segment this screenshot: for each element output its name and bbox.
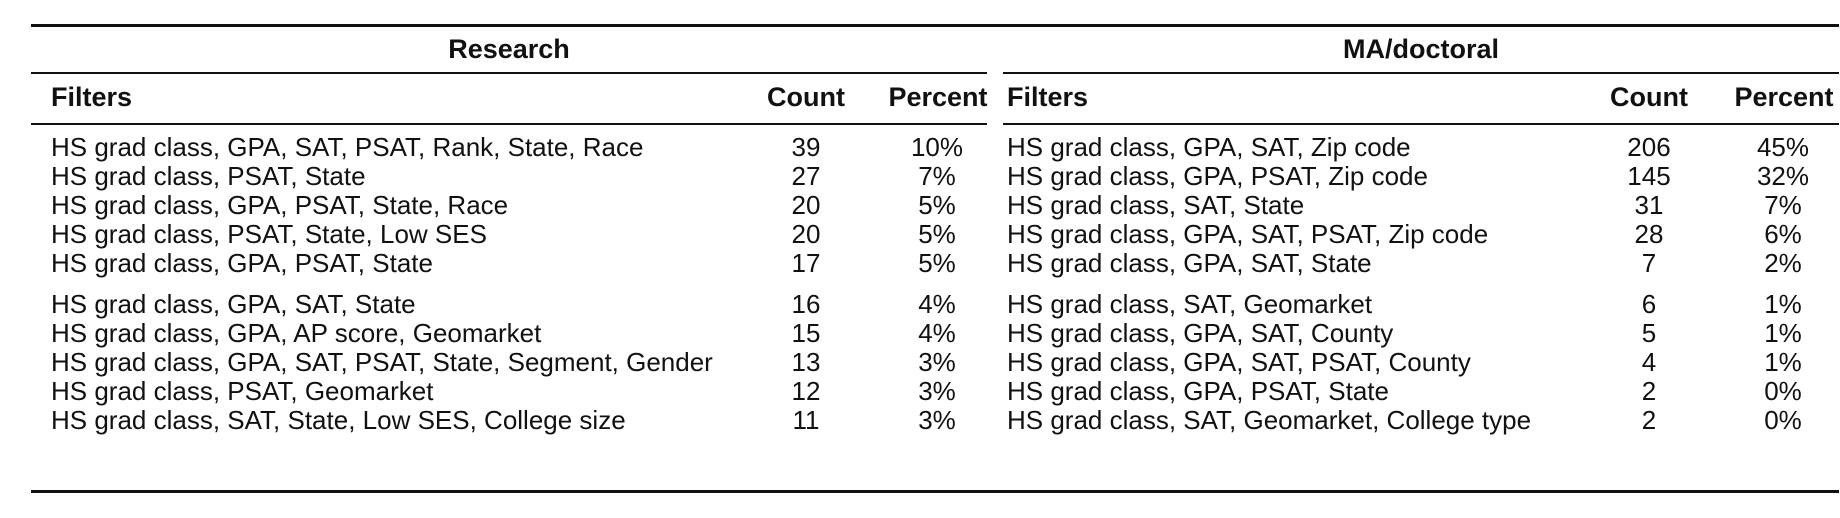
filters-cell: HS grad class, PSAT, State, Low SES (51, 219, 487, 249)
filters-cell: HS grad class, GPA, PSAT, Zip code (1007, 161, 1428, 191)
count-cell: 16 (791, 289, 821, 319)
table-row: HS grad class, SAT, State 31 7% (1003, 188, 1839, 222)
group-header-ma-doctoral: MA/doctoral (1342, 34, 1499, 64)
filters-cell: HS grad class, SAT, Geomarket (1007, 289, 1373, 319)
percent-cell: 32% (1756, 161, 1810, 191)
table-row: HS grad class, GPA, SAT, State 16 4% (31, 287, 987, 321)
filters-cell: HS grad class, GPA, PSAT, State (51, 248, 433, 278)
column-header-percent: Percent (1734, 82, 1834, 112)
percent-cell: 10% (910, 132, 964, 162)
table-row: HS grad class, GPA, PSAT, State 17 5% (31, 246, 987, 280)
count-cell: 2 (1641, 376, 1657, 406)
count-cell: 15 (791, 318, 821, 348)
filters-cell: HS grad class, GPA, SAT, County (1007, 318, 1394, 348)
filters-cell: HS grad class, GPA, SAT, PSAT, County (1007, 347, 1471, 377)
percent-cell: 3% (918, 347, 956, 377)
percent-cell: 0% (1764, 376, 1802, 406)
percent-cell: 2% (1764, 248, 1802, 278)
count-cell: 13 (791, 347, 821, 377)
group-header-rule (31, 72, 987, 74)
percent-cell: 45% (1756, 132, 1810, 162)
table-row: HS grad class, SAT, Geomarket 6 1% (1003, 287, 1839, 321)
table-row: HS grad class, GPA, AP score, Geomarket 1… (31, 316, 987, 350)
table-row: HS grad class, GPA, SAT, PSAT, Zip code 2… (1003, 217, 1839, 251)
table-row: HS grad class, SAT, Geomarket, College t… (1003, 403, 1839, 437)
count-cell: 4 (1641, 347, 1657, 377)
percent-cell: 7% (1764, 190, 1802, 220)
filters-cell: HS grad class, GPA, SAT, PSAT, State, Se… (51, 347, 713, 377)
count-cell: 31 (1634, 190, 1664, 220)
filters-cell: HS grad class, SAT, Geomarket, College t… (1007, 405, 1532, 435)
count-cell: 20 (791, 219, 821, 249)
count-cell: 206 (1627, 132, 1671, 162)
count-cell: 145 (1627, 161, 1671, 191)
column-header-percent: Percent (888, 82, 988, 112)
count-cell: 5 (1641, 318, 1657, 348)
column-header-filters: Filters (51, 82, 133, 112)
table-row: HS grad class, GPA, SAT, State 7 2% (1003, 246, 1839, 280)
filters-cell: HS grad class, PSAT, State (51, 161, 366, 191)
column-header-count: Count (1610, 82, 1688, 112)
percent-cell: 4% (918, 289, 956, 319)
count-cell: 17 (791, 248, 821, 278)
filters-cell: HS grad class, GPA, SAT, State (51, 289, 416, 319)
table-row: HS grad class, GPA, PSAT, State 2 0% (1003, 374, 1839, 408)
percent-cell: 5% (918, 219, 956, 249)
filters-cell: HS grad class, GPA, SAT, Zip code (1007, 132, 1411, 162)
group-header-research: Research (448, 34, 570, 64)
percent-cell: 1% (1764, 289, 1802, 319)
percent-cell: 4% (918, 318, 956, 348)
filters-cell: HS grad class, GPA, AP score, Geomarket (51, 318, 542, 348)
table-bottom-rule (31, 490, 1839, 493)
table-row: HS grad class, SAT, State, Low SES, Coll… (31, 403, 987, 437)
count-cell: 20 (791, 190, 821, 220)
filters-cell: HS grad class, SAT, State (1007, 190, 1305, 220)
filters-cell: HS grad class, GPA, PSAT, State, Race (51, 190, 509, 220)
table-row: HS grad class, GPA, SAT, Zip code 206 45% (1003, 130, 1839, 164)
count-cell: 27 (791, 161, 821, 191)
filters-cell: HS grad class, GPA, SAT, PSAT, Rank, Sta… (51, 132, 644, 162)
table-top-rule (31, 24, 1839, 27)
group-header-rule (1003, 72, 1839, 74)
table-row: HS grad class, PSAT, State, Low SES 20 5% (31, 217, 987, 251)
count-cell: 7 (1641, 248, 1657, 278)
table-row: HS grad class, PSAT, State 27 7% (31, 159, 987, 193)
table-row: HS grad class, GPA, PSAT, Zip code 145 32% (1003, 159, 1839, 193)
table-row: HS grad class, GPA, PSAT, State, Race 20 5… (31, 188, 987, 222)
percent-cell: 5% (918, 190, 956, 220)
count-cell: 2 (1641, 405, 1657, 435)
filters-cell: HS grad class, GPA, PSAT, State (1007, 376, 1389, 406)
table-row: HS grad class, GPA, SAT, PSAT, State, Se… (31, 345, 987, 379)
filters-cell: HS grad class, GPA, SAT, State (1007, 248, 1372, 278)
percent-cell: 3% (918, 405, 956, 435)
percent-cell: 6% (1764, 219, 1802, 249)
filters-cell: HS grad class, SAT, State, Low SES, Coll… (51, 405, 626, 435)
column-header-rule (31, 123, 987, 125)
count-cell: 39 (791, 132, 821, 162)
column-header-count: Count (767, 82, 845, 112)
count-cell: 6 (1641, 289, 1657, 319)
count-cell: 28 (1634, 219, 1664, 249)
count-cell: 11 (792, 405, 820, 435)
filters-cell: HS grad class, GPA, SAT, PSAT, Zip code (1007, 219, 1489, 249)
percent-cell: 3% (918, 376, 956, 406)
percent-cell: 1% (1764, 347, 1802, 377)
percent-cell: 7% (918, 161, 956, 191)
filters-cell: HS grad class, PSAT, Geomarket (51, 376, 434, 406)
table-row: HS grad class, GPA, SAT, County 5 1% (1003, 316, 1839, 350)
percent-cell: 5% (918, 248, 956, 278)
table-row: HS grad class, PSAT, Geomarket 12 3% (31, 374, 987, 408)
percent-cell: 1% (1764, 318, 1802, 348)
column-header-rule (1003, 123, 1839, 125)
count-cell: 12 (791, 376, 821, 406)
column-header-filters: Filters (1007, 82, 1089, 112)
table-row: HS grad class, GPA, SAT, PSAT, County 4 1% (1003, 345, 1839, 379)
table-row: HS grad class, GPA, SAT, PSAT, Rank, Sta… (31, 130, 987, 164)
percent-cell: 0% (1764, 405, 1802, 435)
